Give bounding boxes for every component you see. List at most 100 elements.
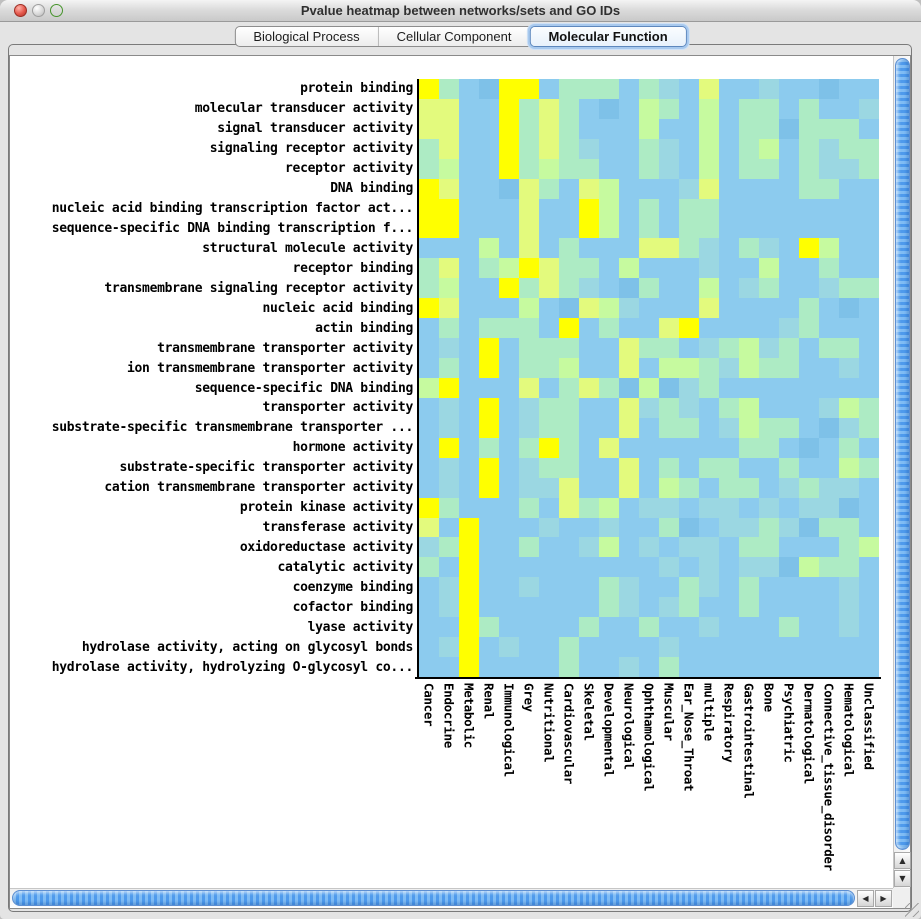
zoom-button-icon[interactable] [50,4,63,17]
column-label-text: Gastrointestinal [741,683,757,799]
heatmap-cell [599,397,619,418]
heatmap-cell [759,178,779,199]
heatmap-cell [599,338,619,359]
heatmap-cell [419,358,439,378]
heatmap-cell [699,597,719,618]
heatmap-cell [619,98,639,119]
heatmap-cell [659,318,679,339]
heatmap-cell [739,258,759,279]
heatmap-cell [799,298,819,319]
heatmap-cell [439,158,459,179]
heatmap-cell [779,298,799,319]
heatmap-cell [699,377,719,398]
heatmap-cell [719,258,739,279]
column-label: Renal [479,683,499,898]
heatmap-cell [759,79,779,99]
heatmap-cell [779,617,799,638]
heatmap-cell [659,477,679,498]
heatmap-cell [519,557,539,578]
tab-cellular-component[interactable]: Cellular Component [379,27,531,46]
heatmap-cell [499,158,519,179]
vertical-scrollbar-thumb[interactable] [895,58,910,850]
heatmap-cell [739,657,759,677]
column-label-text: Unclassified [861,683,877,770]
heatmap-cell [559,118,579,139]
heatmap-cell [579,397,599,418]
heatmap-cell [459,637,479,658]
heatmap-cell [859,597,879,618]
horizontal-scrollbar-thumb[interactable] [12,890,855,906]
heatmap-cell [779,258,799,279]
heatmap-cell [579,238,599,259]
heatmap-cell [839,517,859,538]
heatmap-cell [719,617,739,638]
heatmap-cell [839,537,859,558]
heatmap-cell [819,238,839,259]
heatmap-cell [479,637,499,658]
column-label: Immunological [499,683,519,898]
column-label: Muscular [659,683,679,898]
heatmap-cell [479,577,499,598]
row-label: cation transmembrane transporter activit… [104,480,413,496]
heatmap-cell [839,397,859,418]
heatmap-cell [639,198,659,219]
heatmap-cell [719,517,739,538]
heatmap-cell [579,617,599,638]
heatmap-cell [739,397,759,418]
heatmap-cell [519,517,539,538]
heatmap-cell [719,657,739,677]
heatmap-cell [639,477,659,498]
heatmap-cell [459,537,479,558]
heatmap-cell [719,497,739,518]
title-bar[interactable]: Pvalue heatmap between networks/sets and… [0,0,921,22]
heatmap-cell [539,617,559,638]
heatmap-cell [759,637,779,658]
heatmap-cell [839,158,859,179]
heatmap-cell [839,298,859,319]
heatmap-cell [759,338,779,359]
scroll-right-button[interactable]: ▶ [875,890,892,907]
tab-biological-process[interactable]: Biological Process [235,27,379,46]
close-button-icon[interactable] [14,4,27,17]
heatmap-cell [479,158,499,179]
column-label: Dermatological [799,683,819,898]
heatmap-cell [819,377,839,398]
heatmap-cell [539,98,559,119]
heatmap-cell [539,657,559,677]
heatmap-cell [759,198,779,219]
heatmap-cell [639,377,659,398]
horizontal-scrollbar[interactable]: ◀ ▶ [10,888,893,907]
heatmap-cell [839,597,859,618]
vertical-scrollbar[interactable]: ▲ ▼ [893,56,911,888]
resize-grip[interactable] [905,903,919,917]
tab-molecular-function[interactable]: Molecular Function [530,27,686,46]
heatmap-cell [639,537,659,558]
heatmap-cell [859,238,879,259]
heatmap-cell [499,617,519,638]
column-label: Developmental [599,683,619,898]
scroll-left-button[interactable]: ◀ [857,890,874,907]
heatmap-cell [479,198,499,219]
heatmap-cell [579,537,599,558]
heatmap-cell [739,298,759,319]
column-label: Endocrine [439,683,459,898]
heatmap-cell [859,537,879,558]
arrow-up-icon: ▲ [899,855,906,865]
heatmap-cell [599,218,619,239]
heatmap-cell [459,98,479,119]
heatmap-cell [579,198,599,219]
heatmap-cell [619,138,639,159]
heatmap-cell [839,118,859,139]
scroll-down-button[interactable]: ▼ [894,870,911,887]
heatmap-cell [819,437,839,458]
heatmap-cell [559,258,579,279]
heatmap-cell [859,198,879,219]
heatmap-cell [759,298,779,319]
heatmap-cell [499,477,519,498]
scroll-up-button[interactable]: ▲ [894,852,911,869]
row-label: coenzyme binding [292,579,414,595]
minimize-button-icon[interactable] [32,4,45,17]
heatmap-cell [639,637,659,658]
heatmap-cell [519,477,539,498]
